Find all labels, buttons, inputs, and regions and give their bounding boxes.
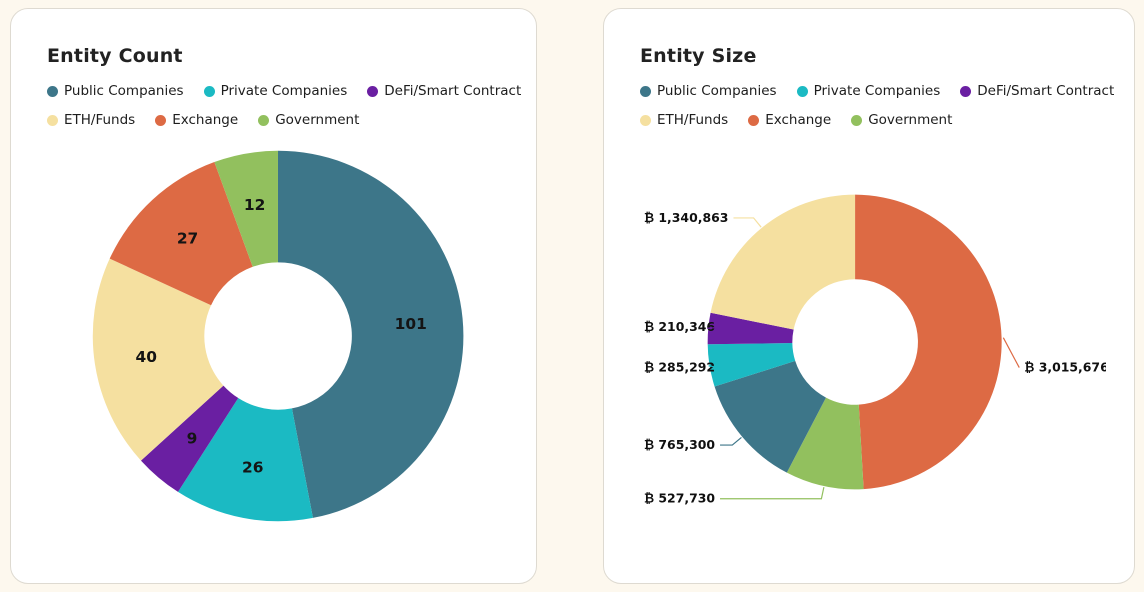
slice-value-government: 12	[244, 196, 265, 214]
donut-slice-exchange[interactable]	[855, 194, 1002, 490]
donut-slice-eth-funds[interactable]	[710, 194, 856, 330]
legend-row: ETH/Funds Exchange Government	[47, 112, 508, 128]
slice-value-exchange: 27	[177, 229, 198, 247]
legend-label: Private Companies	[813, 83, 941, 99]
legend-label: DeFi/Smart Contract	[384, 83, 522, 99]
size-label-public-companies: ₿ 765,300	[644, 437, 715, 452]
slice-value-defi-smart-contract: 9	[187, 429, 198, 447]
leader-line	[720, 436, 742, 446]
size-label-exchange: ₿ 3,015,676	[1024, 360, 1106, 375]
donut-slice-eth-funds[interactable]	[92, 258, 224, 461]
legend-dot	[47, 114, 58, 126]
size-label-eth-funds: ₿ 1,340,863	[644, 210, 729, 225]
legend-item-defi-smart-contract[interactable]: DeFi/Smart Contract	[367, 83, 521, 99]
entity-size-donut: ₿ 3,015,676 ₿ 527,730 ₿ 765,300 ₿ 285,292 ₿ …	[644, 194, 1106, 506]
leader-line	[708, 365, 721, 369]
legend-dot	[748, 114, 760, 126]
legend: Public Companies Private Companies DeFi/Sm…	[47, 83, 521, 128]
legend-item-private-companies[interactable]: Private Companies	[796, 83, 941, 99]
slice-value-public-companies: 101	[395, 315, 427, 333]
legend-dot	[851, 114, 863, 126]
entity-count-title: Entity Count	[47, 45, 183, 67]
legend-row: Public Companies Private Companies DeFi/Sm…	[47, 83, 521, 99]
legend-label: Exchange	[765, 112, 832, 128]
legend-label: Public Companies	[657, 83, 777, 99]
legend-item-exchange[interactable]: Exchange	[155, 112, 238, 128]
slice-value-private-companies: 26	[242, 458, 263, 476]
legend-dot	[203, 85, 215, 97]
legend-label: ETH/Funds	[657, 112, 729, 128]
entity-size-title: Entity Size	[640, 45, 757, 67]
legend-label: Government	[275, 112, 360, 128]
legend-item-government[interactable]: Government	[851, 112, 952, 128]
legend-label: Public Companies	[64, 83, 184, 99]
leader-line	[1002, 337, 1020, 368]
entity-count-card: Entity Count Public Companies Private Com…	[10, 8, 537, 584]
legend-dot	[367, 85, 379, 97]
slice-value-eth-funds: 40	[136, 348, 157, 366]
legend-label: Exchange	[172, 112, 239, 128]
donut-slice-exchange[interactable]	[109, 162, 253, 306]
legend-dot	[640, 85, 651, 97]
legend-item-exchange[interactable]: Exchange	[748, 112, 831, 128]
entity-count-chart-area: 101 26 9 40 27 12	[39, 140, 508, 532]
legend-item-defi-smart-contract[interactable]: DeFi/Smart Contract	[960, 83, 1114, 99]
leader-line	[733, 217, 762, 228]
legend-row: Public Companies Private Companies DeFi/Sm…	[640, 83, 1114, 99]
donut-slice-private-companies[interactable]	[178, 398, 313, 522]
legend-dot	[155, 114, 167, 126]
entity-size-card: Entity Size Public Companies Private Comp…	[603, 8, 1135, 584]
legend-dot	[258, 114, 270, 126]
donut-slice-defi-smart-contract[interactable]	[140, 385, 239, 492]
leader-line	[720, 486, 825, 500]
legend-row: ETH/Funds Exchange Government	[640, 112, 1106, 128]
donut-slice-government[interactable]	[786, 397, 864, 490]
legend-item-eth-funds[interactable]: ETH/Funds	[640, 112, 728, 128]
legend-dot	[640, 114, 651, 126]
legend-item-public-companies[interactable]: Public Companies	[640, 83, 777, 99]
legend-label: ETH/Funds	[64, 112, 136, 128]
donut-slice-private-companies[interactable]	[707, 342, 796, 387]
legend-label: Government	[868, 112, 953, 128]
leader-line	[707, 326, 721, 329]
donut-slice-defi-smart-contract[interactable]	[707, 312, 794, 345]
legend-item-eth-funds[interactable]: ETH/Funds	[47, 112, 135, 128]
legend: Public Companies Private Companies DeFi/Sm…	[640, 83, 1114, 128]
legend-label: DeFi/Smart Contract	[977, 83, 1115, 99]
legend-item-government[interactable]: Government	[258, 112, 359, 128]
entity-size-chart-area: ₿ 3,015,676 ₿ 527,730 ₿ 765,300 ₿ 285,292 ₿ …	[632, 140, 1106, 544]
donut-slice-public-companies[interactable]	[714, 360, 826, 473]
legend-item-private-companies[interactable]: Private Companies	[203, 83, 348, 99]
legend-dot	[47, 85, 58, 97]
size-label-private-companies: ₿ 285,292	[644, 360, 715, 375]
legend-label: Private Companies	[220, 83, 348, 99]
donut-slice-public-companies[interactable]	[277, 150, 464, 518]
legend-dot	[796, 85, 808, 97]
donut-slice-government[interactable]	[214, 150, 278, 267]
legend-dot	[960, 85, 972, 97]
legend-item-public-companies[interactable]: Public Companies	[47, 83, 184, 99]
size-label-government: ₿ 527,730	[644, 491, 715, 506]
entity-count-donut: 101 26 9 40 27 12	[92, 150, 464, 522]
size-label-defi-smart-contract: ₿ 210,346	[644, 319, 715, 334]
